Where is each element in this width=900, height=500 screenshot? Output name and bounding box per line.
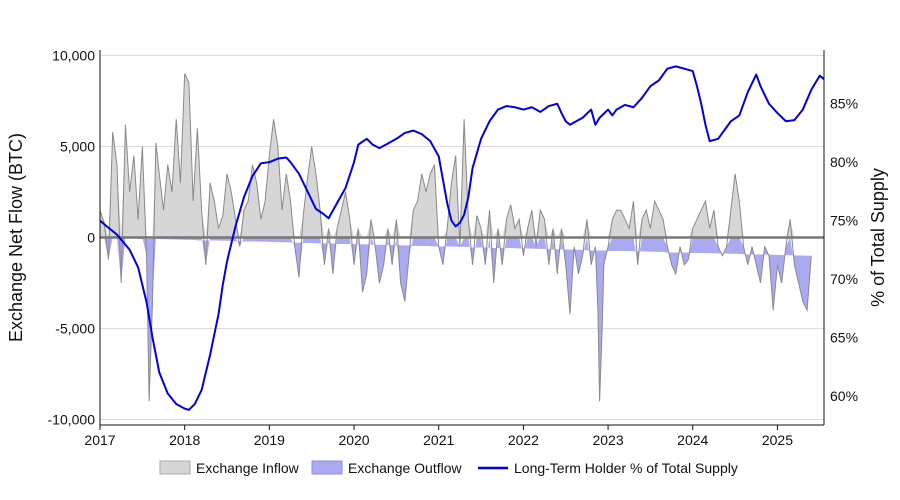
y2-axis-title: % of Total Supply (868, 168, 888, 307)
legend-label-outflow: Exchange Outflow (348, 460, 463, 476)
y-tick-label: -10,000 (48, 412, 96, 428)
exchange-outflow-area (100, 237, 812, 402)
long-term-holder-line (99, 65, 825, 411)
x-tick-label: 2021 (423, 432, 454, 448)
x-tick-label: 2022 (508, 432, 539, 448)
legend-swatch-outflow (311, 460, 343, 475)
legend: Exchange Inflow Exchange Outflow Long-Term… (159, 460, 738, 476)
long-term-holder-series-line (99, 65, 825, 411)
y-axis-title: Exchange Net Flow (BTC) (6, 133, 26, 342)
x-tick-label: 2024 (677, 432, 708, 448)
y2-tick-label: 85% (830, 96, 858, 112)
y2-tick-label: 70% (830, 271, 858, 287)
y2-tick-label: 75% (830, 213, 858, 229)
y2-tick-label: 60% (830, 388, 858, 404)
x-tick-label: 2019 (254, 432, 285, 448)
y-tick-label: -5,000 (55, 321, 95, 337)
x-tick-label: 2020 (338, 432, 369, 448)
y2-tick-label: 65% (830, 329, 858, 345)
y-tick-label: 0 (87, 230, 95, 246)
gridlines (100, 54, 824, 421)
x-tick-label: 2023 (592, 432, 623, 448)
y2-tick-label: 80% (830, 154, 858, 170)
x-tick-label: 2017 (84, 432, 115, 448)
legend-swatch-inflow (159, 460, 191, 475)
y-tick-label: 10,000 (52, 47, 95, 63)
net-flow-line (99, 73, 812, 402)
y-tick-label: 5,000 (60, 138, 95, 154)
net-flow-area (99, 73, 824, 402)
legend-label-inflow: Exchange Inflow (196, 460, 300, 476)
axes: 10,000 5,000 0 -5,000 -10,000 85% 80% 75% 70% 65%… (6, 47, 888, 448)
x-tick-label: 2018 (169, 432, 200, 448)
legend-label-lth: Long-Term Holder % of Total Supply (514, 460, 738, 476)
x-tick-label: 2025 (762, 432, 793, 448)
